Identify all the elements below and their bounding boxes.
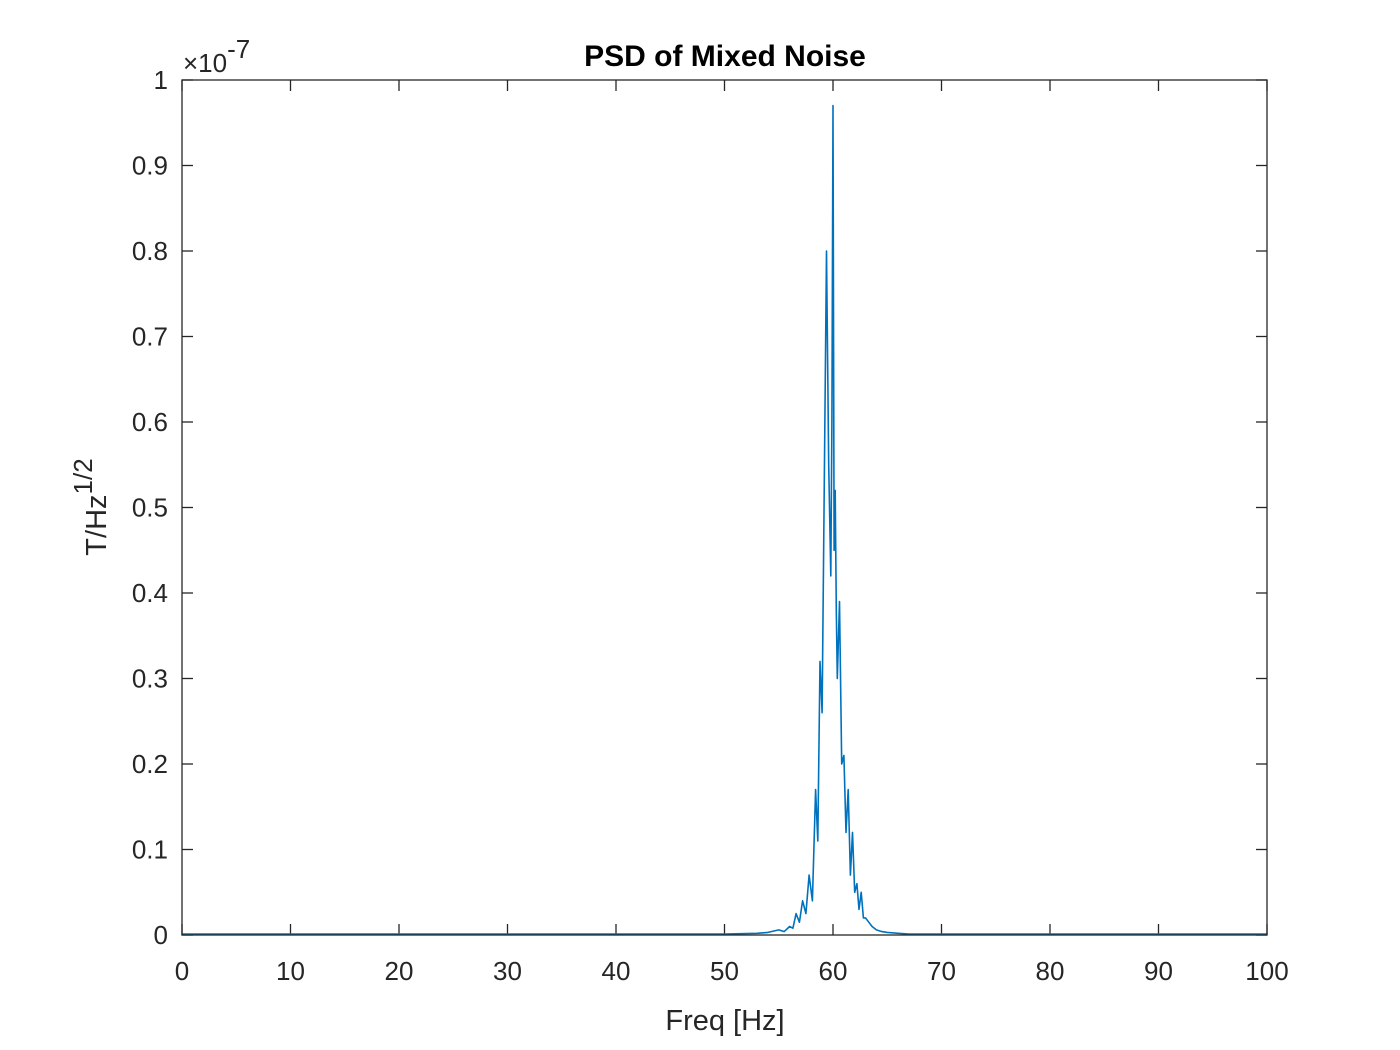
x-tick-label: 30 (493, 956, 522, 986)
y-axis-label-base: T/Hz (81, 494, 113, 555)
y-tick-label: 0.7 (132, 322, 168, 352)
y-tick-label: 0.5 (132, 493, 168, 523)
x-tick-label: 60 (819, 956, 848, 986)
svg-text:×10-7: ×10-7 (183, 34, 250, 78)
x-tick-label: 70 (927, 956, 956, 986)
x-tick-label: 10 (276, 956, 305, 986)
y-tick-label: 0.4 (132, 578, 168, 608)
y-multiplier-base: ×10 (183, 48, 227, 78)
y-tick-label: 1 (154, 65, 168, 95)
y-axis-label-sup: 1/2 (68, 458, 98, 494)
x-tick-label: 0 (175, 956, 189, 986)
y-multiplier: ×10-7 (183, 34, 250, 78)
y-axis-label: T/Hz1/2 (68, 458, 113, 555)
x-tick-label: 90 (1144, 956, 1173, 986)
y-tick-label: 0.3 (132, 664, 168, 694)
x-tick-label: 50 (710, 956, 739, 986)
tick-marks (181, 79, 1268, 936)
x-axis-label: Freq [Hz] (665, 1005, 784, 1037)
y-tick-label: 0.6 (132, 407, 168, 437)
y-multiplier-exp: -7 (227, 34, 250, 64)
y-tick-labels: 0 0.1 0.2 0.3 0.4 0.5 0.6 0.7 0.8 0.9 1 (132, 65, 168, 950)
x-tick-label: 40 (602, 956, 631, 986)
x-tick-labels: 0 10 20 30 40 50 60 70 80 90 100 (175, 956, 1289, 986)
x-tick-label: 100 (1245, 956, 1288, 986)
y-tick-label: 0.2 (132, 749, 168, 779)
plot-frame (181, 79, 1268, 936)
x-tick-label: 20 (385, 956, 414, 986)
chart-title: PSD of Mixed Noise (584, 40, 866, 73)
series-line (182, 104, 1267, 935)
x-tick-label: 80 (1036, 956, 1065, 986)
y-tick-label: 0.9 (132, 151, 168, 181)
y-tick-label: 0 (154, 920, 168, 950)
y-tick-label: 0.8 (132, 236, 168, 266)
y-tick-label: 0.1 (132, 835, 168, 865)
